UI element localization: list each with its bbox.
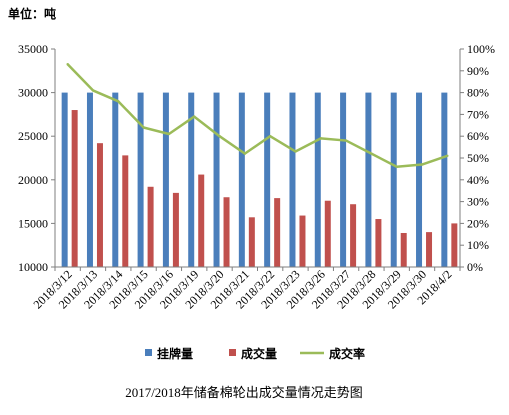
chart-title: 2017/2018年储备棉轮出成交量情况走势图 xyxy=(125,385,363,400)
line-point-2 xyxy=(91,89,95,92)
line-point-13 xyxy=(370,152,373,155)
y-right-tick-label: 10% xyxy=(467,238,489,252)
bar-listed-16 xyxy=(441,92,448,267)
line-point-3 xyxy=(117,100,120,103)
bar-listed-13 xyxy=(365,92,372,267)
bar-traded-10 xyxy=(299,215,306,267)
line-point-12 xyxy=(344,139,348,142)
line-point-4 xyxy=(142,126,145,129)
y-left-tick-label: 20000 xyxy=(18,173,48,187)
legend-label-2: 成交量 xyxy=(241,346,277,361)
y-left-tick-label: 35000 xyxy=(18,42,48,56)
legend-swatch-2 xyxy=(229,349,236,356)
legend-label-3: 成交率 xyxy=(329,346,365,361)
bar-traded-12 xyxy=(350,204,357,267)
bar-listed-7 xyxy=(213,92,220,267)
bar-listed-8 xyxy=(238,92,245,267)
line-point-5 xyxy=(167,132,171,136)
y-right-tick-label: 90% xyxy=(467,64,489,78)
bar-traded-8 xyxy=(248,217,255,267)
plot-area: 10000 15000 20000 25000 30000 35000 0% 10% 20% 30… xyxy=(18,42,495,312)
bar-listed-10 xyxy=(289,92,296,267)
bar-listed-5 xyxy=(162,92,169,267)
bar-traded-6 xyxy=(198,174,205,267)
line-point-14 xyxy=(395,165,398,168)
bar-traded-11 xyxy=(324,200,331,267)
line-point-1 xyxy=(66,63,69,66)
line-point-11 xyxy=(319,137,322,140)
bar-traded-9 xyxy=(274,198,281,267)
y-right-tick-label: 30% xyxy=(467,195,489,209)
y-right-tick-label: 70% xyxy=(467,107,489,121)
bar-listed-15 xyxy=(416,92,423,267)
y-right-tick-label: 100% xyxy=(467,42,495,56)
bar-listed-3 xyxy=(112,92,119,267)
bar-listed-4 xyxy=(137,92,144,267)
bar-traded-5 xyxy=(172,192,179,267)
bar-listed-2 xyxy=(86,92,93,267)
line-series-trade-rate xyxy=(66,63,448,168)
line-point-16 xyxy=(446,154,449,158)
bar-traded-7 xyxy=(223,197,230,267)
line-point-15 xyxy=(420,163,424,166)
legend-swatch-1 xyxy=(145,349,152,356)
y-left-tick-label: 30000 xyxy=(18,86,48,100)
y-left-tick-label: 15000 xyxy=(18,216,48,230)
bar-listed-11 xyxy=(314,92,321,267)
bar-traded-14 xyxy=(400,232,407,267)
bar-traded-3 xyxy=(122,155,129,267)
y-right-tick-label: 60% xyxy=(467,129,489,143)
bar-listed-6 xyxy=(188,92,195,267)
bar-traded-1 xyxy=(71,110,78,267)
y-right-tick-label: 50% xyxy=(467,151,489,165)
line-point-7 xyxy=(218,135,221,138)
bar-traded-13 xyxy=(375,219,382,267)
bar-listed-9 xyxy=(264,92,271,267)
y-right-tick-label: 20% xyxy=(467,216,489,230)
bar-listed-14 xyxy=(390,92,397,267)
y-right-tick-label: 40% xyxy=(467,173,489,187)
unit-label: 单位：吨 xyxy=(8,6,56,21)
bar-traded-16 xyxy=(451,223,458,267)
bar-listed-1 xyxy=(61,92,68,267)
y-right-tick-label: 80% xyxy=(467,86,489,100)
y-left-tick-label: 25000 xyxy=(18,129,48,143)
y-left-tick-label: 10000 xyxy=(18,260,48,274)
legend: 挂牌量 成交量 成交率 xyxy=(145,346,365,361)
bar-traded-15 xyxy=(426,232,433,267)
legend-label-1: 挂牌量 xyxy=(157,346,193,361)
bar-traded-4 xyxy=(147,186,154,267)
y-right-tick-label: 0% xyxy=(467,260,483,274)
bar-listed-12 xyxy=(340,92,347,267)
line-point-6 xyxy=(193,115,196,118)
line-point-9 xyxy=(268,135,272,138)
line-point-10 xyxy=(294,150,297,153)
bar-traded-2 xyxy=(96,143,103,267)
line-point-8 xyxy=(243,152,247,155)
